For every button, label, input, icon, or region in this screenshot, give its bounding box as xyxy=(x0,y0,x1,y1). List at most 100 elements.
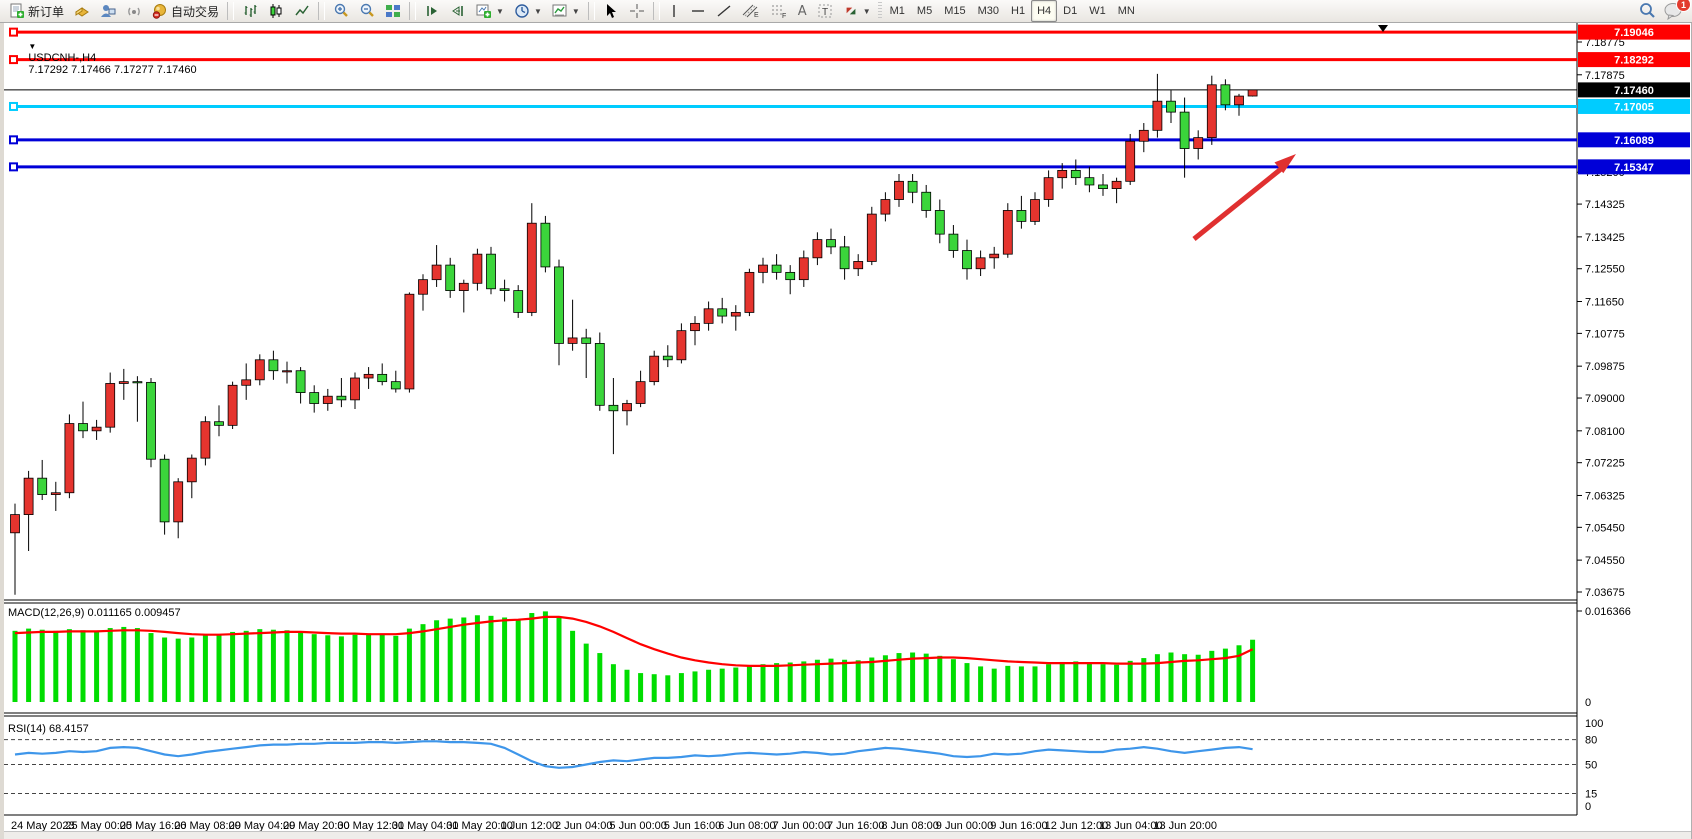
timeframe-button-h4[interactable]: H4 xyxy=(1031,0,1058,22)
svg-text:6 Jun 08:00: 6 Jun 08:00 xyxy=(718,820,776,832)
horizontal-line-icon xyxy=(690,3,706,19)
community-button[interactable] xyxy=(95,0,121,22)
new-chart-button[interactable]: ▼ xyxy=(471,0,509,22)
channel-tool-button[interactable]: E xyxy=(737,0,765,22)
zoom-in-button[interactable] xyxy=(328,0,354,22)
svg-text:0.016366: 0.016366 xyxy=(1585,606,1631,618)
svg-text:2 Jun 04:00: 2 Jun 04:00 xyxy=(555,820,613,832)
text-tool-button[interactable]: A xyxy=(793,0,812,22)
templates-button[interactable]: ▼ xyxy=(547,0,585,22)
svg-text:F: F xyxy=(782,13,786,19)
scroll-to-end-button[interactable] xyxy=(419,0,445,22)
timeframe-button-d1[interactable]: D1 xyxy=(1063,5,1078,17)
chart-shift-icon xyxy=(450,3,466,19)
svg-text:80: 80 xyxy=(1585,735,1597,747)
svg-text:7.04550: 7.04550 xyxy=(1585,555,1625,567)
svg-text:29 May 20:00: 29 May 20:00 xyxy=(283,820,350,832)
zoom-out-button[interactable] xyxy=(354,0,380,22)
svg-text:7.15347: 7.15347 xyxy=(1614,162,1654,174)
svg-text:E: E xyxy=(754,12,759,19)
svg-text:T: T xyxy=(822,7,828,18)
svg-text:7.05450: 7.05450 xyxy=(1585,522,1625,534)
timeframe-button-h1[interactable]: H1 xyxy=(1011,5,1026,17)
crosshair-tool-button[interactable] xyxy=(624,0,650,22)
signal-button[interactable] xyxy=(121,0,147,22)
toolbar-separator xyxy=(587,2,595,20)
auto-trading-label: 自动交易 xyxy=(171,4,220,19)
auto-trading-icon xyxy=(152,3,168,19)
svg-text:13 Jun 20:00: 13 Jun 20:00 xyxy=(1153,820,1217,832)
svg-text:9 Jun 16:00: 9 Jun 16:00 xyxy=(990,820,1047,832)
auto-trading-button[interactable]: 自动交易 xyxy=(147,0,224,22)
svg-text:15: 15 xyxy=(1585,789,1597,801)
svg-text:7.16089: 7.16089 xyxy=(1614,135,1654,147)
svg-text:0: 0 xyxy=(1585,697,1591,709)
svg-text:7.08100: 7.08100 xyxy=(1585,426,1625,438)
svg-text:7.17875: 7.17875 xyxy=(1585,70,1625,82)
svg-text:7.19046: 7.19046 xyxy=(1614,27,1654,39)
svg-text:7.11650: 7.11650 xyxy=(1585,297,1624,309)
text-icon: A xyxy=(797,3,807,19)
new-chart-icon xyxy=(476,3,492,19)
fibonacci-tool-button[interactable]: F xyxy=(765,0,793,22)
timeframe-button-m30[interactable]: M30 xyxy=(977,5,999,17)
svg-text:0: 0 xyxy=(1585,801,1591,813)
new-order-label: 新订单 xyxy=(28,4,65,19)
svg-text:7.07225: 7.07225 xyxy=(1585,458,1625,470)
trendline-icon xyxy=(716,3,732,19)
vertical-line-tool-button[interactable] xyxy=(663,0,685,22)
bar-chart-button[interactable] xyxy=(237,0,263,22)
svg-text:25 May 16:00: 25 May 16:00 xyxy=(120,820,187,832)
chevron-down-icon: ▼ xyxy=(571,6,580,16)
chart-shift-button[interactable] xyxy=(445,0,471,22)
trendline-tool-button[interactable] xyxy=(711,0,737,22)
timeframe-button-m5[interactable]: M5 xyxy=(916,5,933,17)
scroll-to-end-icon xyxy=(424,3,440,19)
chart-canvas[interactable]: 7.187757.178757.152007.143257.134257.125… xyxy=(4,23,1691,839)
timeframe-button-mn[interactable]: MN xyxy=(1117,5,1135,17)
gold-tool-button[interactable] xyxy=(69,0,95,22)
tile-windows-button[interactable] xyxy=(380,0,406,22)
bar-chart-icon xyxy=(242,3,258,19)
new-order-icon xyxy=(9,3,25,19)
svg-text:7.17460: 7.17460 xyxy=(1614,85,1654,97)
window-bottom-edge xyxy=(4,831,1691,839)
signal-icon xyxy=(126,3,142,19)
timeframe-button-m15[interactable]: M15 xyxy=(944,5,966,17)
svg-text:7.09875: 7.09875 xyxy=(1585,361,1625,373)
templates-icon xyxy=(552,3,568,19)
search-icon[interactable] xyxy=(1638,2,1656,20)
toolbar-separator xyxy=(318,2,326,20)
tile-windows-icon xyxy=(385,3,401,19)
line-chart-button[interactable] xyxy=(289,0,315,22)
candlestick-chart-button[interactable] xyxy=(263,0,289,22)
chevron-down-icon: ▼ xyxy=(496,6,504,16)
period-button[interactable]: ▼ xyxy=(509,0,547,22)
chevron-down-icon: ▼ xyxy=(533,6,542,16)
text-label-tool-button[interactable]: T xyxy=(812,0,838,22)
svg-text:7.14325: 7.14325 xyxy=(1585,199,1625,211)
svg-text:7.03675: 7.03675 xyxy=(1585,587,1625,599)
new-order-button[interactable]: 新订单 xyxy=(4,0,69,22)
svg-text:8 Jun 08:00: 8 Jun 08:00 xyxy=(881,820,939,832)
chart-window: 7.187757.178757.152007.143257.134257.125… xyxy=(0,23,1692,839)
svg-text:7.12550: 7.12550 xyxy=(1585,264,1625,276)
timeframe-button-w1[interactable]: W1 xyxy=(1089,5,1106,17)
cursor-tool-button[interactable] xyxy=(598,0,624,22)
svg-text:7.09000: 7.09000 xyxy=(1585,393,1625,405)
community-icon xyxy=(100,3,116,19)
svg-text:1 Jun 12:00: 1 Jun 12:00 xyxy=(501,820,558,832)
svg-text:24 May 2023: 24 May 2023 xyxy=(11,820,75,832)
toolbar-separator xyxy=(409,2,417,20)
toolbar-separator xyxy=(652,2,660,20)
svg-text:5 Jun 16:00: 5 Jun 16:00 xyxy=(664,820,722,832)
chat-icon[interactable]: 1 xyxy=(1664,0,1691,21)
horizontal-line-tool-button[interactable] xyxy=(685,0,711,22)
cursor-icon xyxy=(603,3,619,19)
gold-box-icon xyxy=(74,3,90,19)
timeframe-button-m1[interactable]: M1 xyxy=(889,5,905,17)
timeframe-bar: M1 M5 M15 M30 H1 H4 D1 W1 MN xyxy=(884,0,1141,22)
vertical-line-icon xyxy=(668,3,680,19)
arrows-tool-button[interactable]: ▼ xyxy=(838,0,876,22)
